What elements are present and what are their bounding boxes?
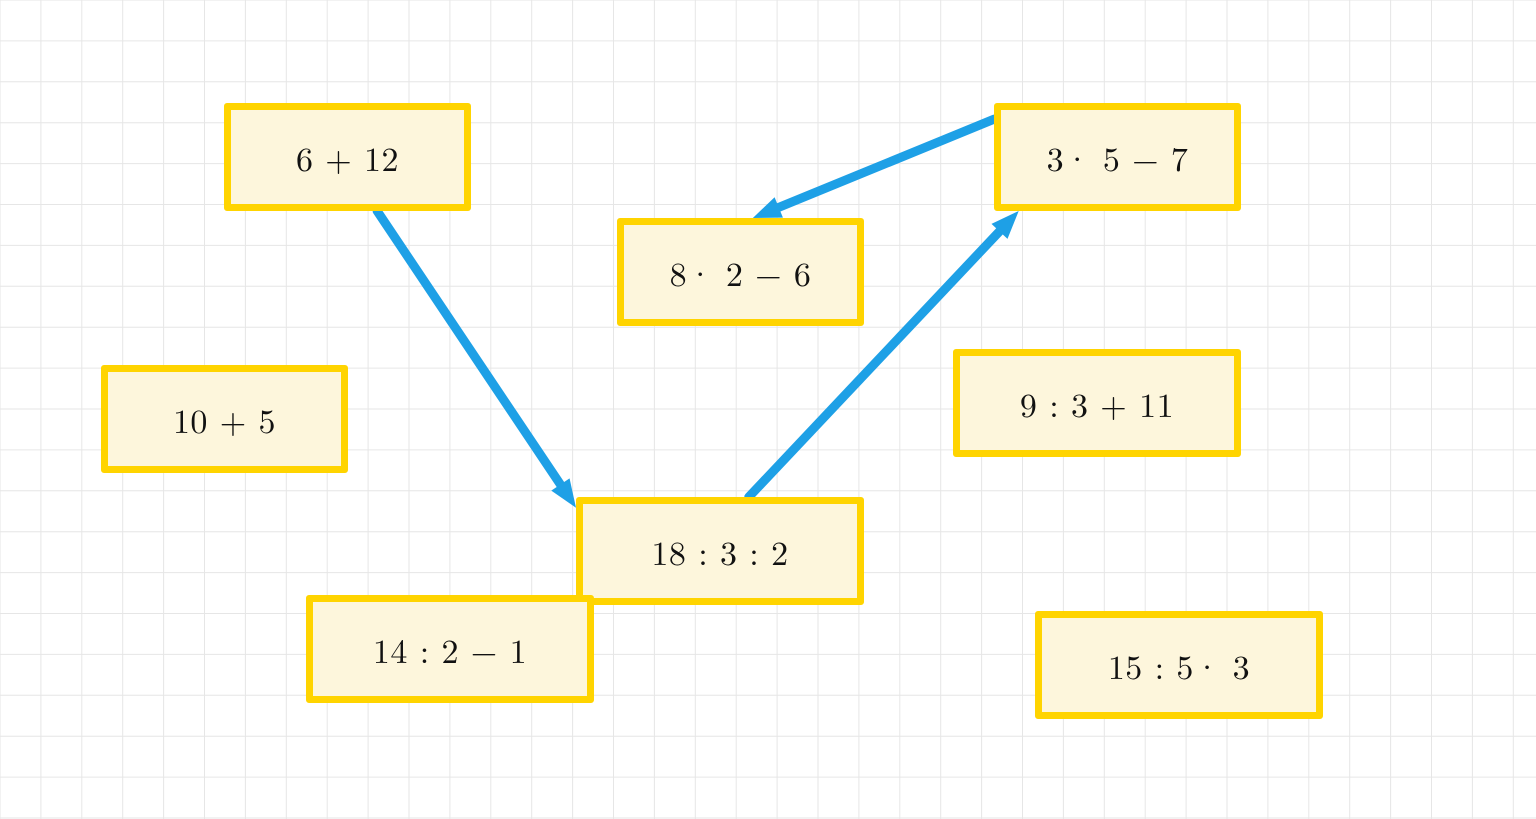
expression-box[interactable]: 18 : 3 : 2: [576, 497, 864, 605]
arrow-head-icon: [551, 478, 576, 507]
expression-label: 14 : 2 − 1: [373, 625, 527, 673]
expression-box[interactable]: 10 + 5: [101, 365, 348, 473]
expression-label: 18 : 3 : 2: [651, 527, 788, 575]
arrow-shaft: [377, 211, 560, 485]
expression-box[interactable]: 15 : 5· 3: [1035, 611, 1323, 719]
arrow-head-icon: [991, 211, 1018, 239]
arrow-shaft: [779, 119, 994, 207]
expression-box[interactable]: 6 + 12: [224, 103, 471, 211]
expression-label: 15 : 5· 3: [1108, 641, 1250, 689]
arrow-head-icon: [753, 197, 783, 218]
expression-box[interactable]: 3· 5 − 7: [994, 103, 1241, 211]
expression-label: 6 + 12: [296, 133, 399, 181]
expression-label: 8· 2 − 6: [670, 248, 812, 296]
expression-label: 3· 5 − 7: [1047, 133, 1189, 181]
expression-label: 10 + 5: [173, 395, 276, 443]
expression-box[interactable]: 14 : 2 − 1: [306, 595, 594, 703]
diagram-stage: 6 + 12 3· 5 − 7 8· 2 − 6 10 + 5 9 : 3 + 11 18…: [0, 0, 1536, 819]
expression-box[interactable]: 8· 2 − 6: [617, 218, 864, 326]
expression-box[interactable]: 9 : 3 + 11: [953, 349, 1241, 457]
expression-label: 9 : 3 + 11: [1020, 379, 1174, 427]
